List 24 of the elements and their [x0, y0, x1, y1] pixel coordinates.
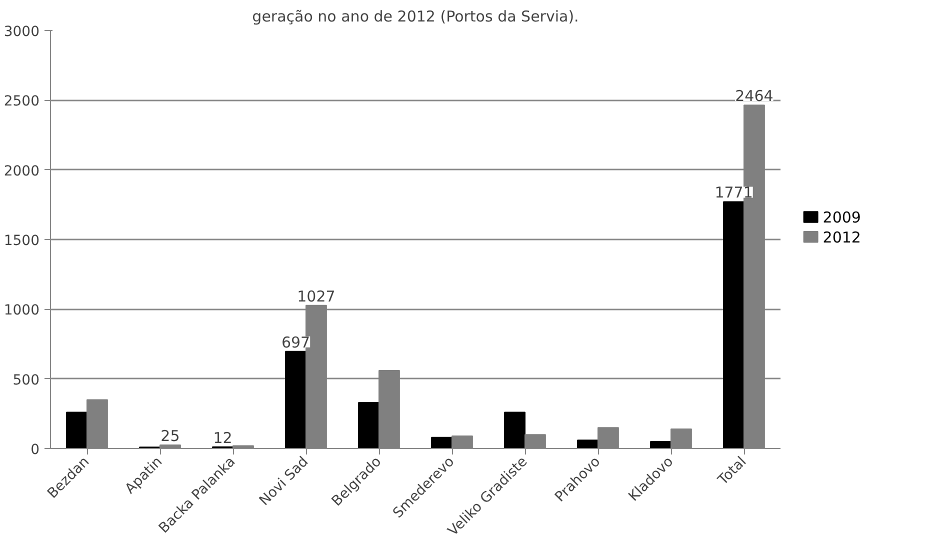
y-tick-label: 3000	[4, 24, 40, 40]
y-tick-label: 1000	[4, 302, 40, 319]
chart-title: geração no ano de 2012 (Portos da Servia).	[252, 8, 579, 26]
bar	[431, 436, 452, 448]
bar	[650, 441, 672, 448]
data-label: 697	[281, 333, 310, 352]
y-tick-label: 2500	[4, 94, 40, 110]
bar	[504, 412, 526, 448]
bar	[285, 350, 306, 448]
data-label: 1027	[297, 287, 336, 306]
y-tick-label: 500	[12, 372, 40, 388]
y-tick-label: 1500	[4, 233, 40, 249]
bar	[723, 201, 744, 448]
data-label: 2464	[735, 87, 774, 106]
bar	[577, 440, 598, 448]
legend-label: 2009	[822, 208, 861, 227]
bar	[358, 402, 380, 448]
y-tick-label: 2000	[4, 163, 40, 180]
data-label: 12	[213, 428, 232, 447]
legend-label: 2012	[822, 228, 861, 246]
y-tick-label: 0	[30, 442, 40, 458]
data-label: 25	[160, 427, 180, 446]
bar	[66, 412, 88, 448]
data-label: 1771	[714, 184, 753, 202]
